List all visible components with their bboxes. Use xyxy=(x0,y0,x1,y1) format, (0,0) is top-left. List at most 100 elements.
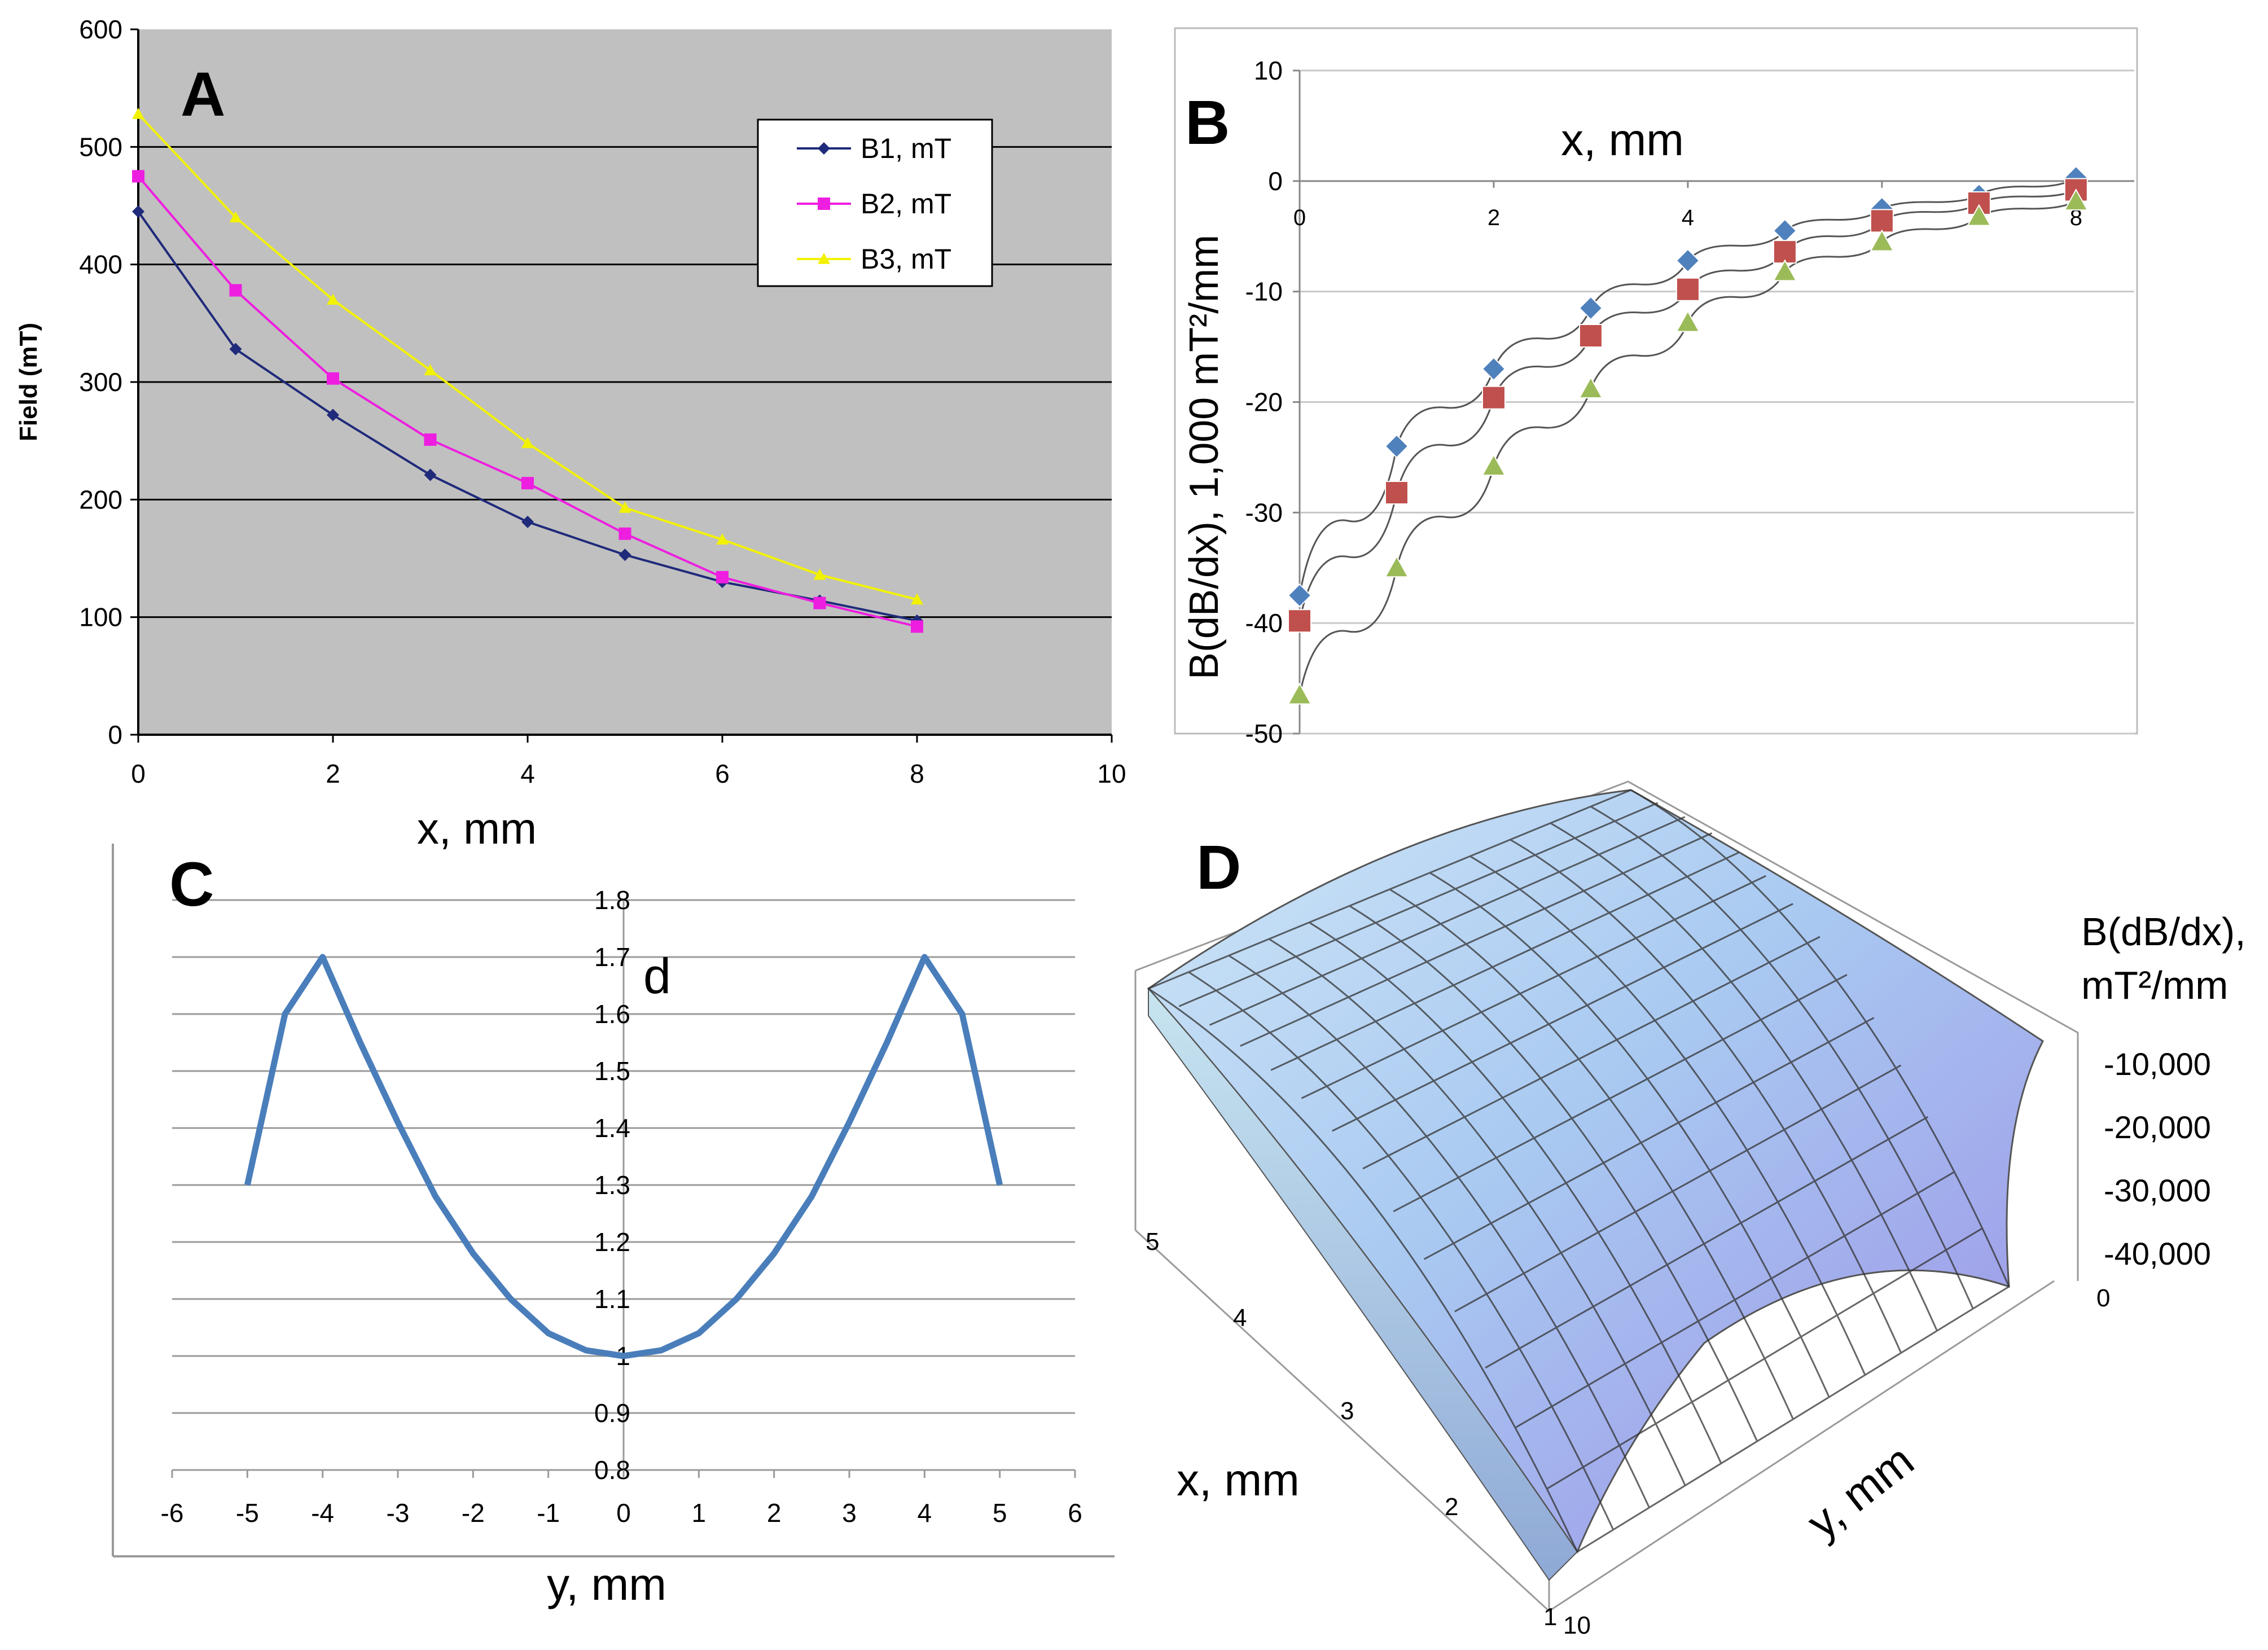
x-tick-label: 2 xyxy=(326,759,340,788)
mesh-line xyxy=(1349,905,1758,1442)
panel-a-legend: B1, mT B2, mT B3, mT xyxy=(757,119,993,287)
mesh-line xyxy=(1188,971,1615,1530)
legend-label: B2, mT xyxy=(861,188,951,220)
x-tick-label: -2 xyxy=(462,1498,485,1528)
data-point xyxy=(1384,555,1409,578)
data-point xyxy=(521,477,534,490)
mesh-line xyxy=(1178,802,1659,1007)
x-tick-label: 4 xyxy=(918,1498,932,1528)
x-tick-label: 0 xyxy=(1293,205,1306,230)
panel-c-x-label: y, mm xyxy=(547,1559,666,1609)
y-tick-label: 10 xyxy=(1254,56,1283,85)
data-point xyxy=(1481,385,1506,410)
panel-d-y-tick-10: 10 xyxy=(1563,1612,1591,1639)
mesh-line xyxy=(1240,832,1713,1047)
x-tick-label: 0 xyxy=(131,759,146,788)
mesh-line xyxy=(1268,938,1686,1486)
mesh-line xyxy=(1485,1116,1929,1369)
y-tick-label: 0.9 xyxy=(594,1398,630,1428)
panel-c-label: C xyxy=(169,850,214,919)
panel-d-x-label: x, mm xyxy=(1177,1455,1300,1505)
y-tick-label: -40 xyxy=(1245,608,1283,638)
x-tick-label: 6 xyxy=(715,759,730,788)
mesh-line xyxy=(1546,1227,1982,1490)
data-point xyxy=(911,620,923,633)
panel-c: 0.8 0.9 1 1.1 1.2 1.3 1.4 1.5 1.6 1.7 1.8 -6 -5 -4 -3 -… xyxy=(112,844,1115,1609)
y-tick-label: 600 xyxy=(79,15,122,44)
x-tick-label: 6 xyxy=(1068,1498,1082,1528)
panel-d-z-label-line2: mT²/mm xyxy=(2081,963,2228,1007)
x-tick-label: 1 xyxy=(692,1498,707,1528)
data-point xyxy=(229,284,242,297)
data-point xyxy=(424,468,437,481)
mesh-line xyxy=(1577,1285,2010,1553)
mesh-line xyxy=(1332,903,1793,1132)
panel-a-x-label: x, mm xyxy=(417,804,537,853)
y-tick-label: 0 xyxy=(108,720,122,749)
data-point xyxy=(1870,229,1894,252)
data-point xyxy=(813,568,826,580)
data-point xyxy=(229,211,242,223)
data-point xyxy=(132,170,144,183)
mesh-line xyxy=(1209,816,1686,1026)
data-point xyxy=(327,372,339,385)
data-point xyxy=(1578,324,1603,348)
x-tick-label: 8 xyxy=(2070,205,2082,230)
data-point xyxy=(911,593,923,605)
mesh-line xyxy=(1454,1064,1902,1313)
legend-marker xyxy=(818,142,830,155)
mesh-line xyxy=(1515,1170,1956,1428)
data-point xyxy=(521,437,534,449)
data-point xyxy=(132,205,144,218)
mesh-line xyxy=(1469,855,1866,1376)
panel-d-z-label-line1: B(dB/dx), xyxy=(2081,910,2246,954)
trend-curve-1 xyxy=(1298,177,2077,596)
mesh-line xyxy=(1228,955,1650,1508)
y-tick-label: 200 xyxy=(79,485,122,514)
panel-d: D B(dB/dx), mT²/mm -10,000 -20,000 -30,000… xyxy=(1134,780,2246,1639)
data-point xyxy=(1870,209,1894,233)
y-tick-label: 1.3 xyxy=(594,1170,630,1200)
y-tick-label: 500 xyxy=(79,132,122,161)
z-tick-label: -30,000 xyxy=(2104,1173,2211,1208)
data-point xyxy=(1773,218,1797,243)
mesh-line xyxy=(1429,872,1830,1398)
data-point xyxy=(1578,376,1603,398)
mesh-line xyxy=(1393,974,1848,1213)
x-tick-label: 3 xyxy=(1340,1397,1354,1425)
panel-b-x-label: x, mm xyxy=(1561,115,1684,165)
mesh-line xyxy=(1590,806,1974,1309)
mesh-line xyxy=(1362,936,1820,1170)
data-point xyxy=(618,527,631,540)
x-tick-label: 4 xyxy=(520,759,535,788)
x-tick-label: 4 xyxy=(1233,1304,1247,1332)
y-tick-label: 1.5 xyxy=(594,1056,630,1086)
panel-b-y-label: B(dB/dx), 1,000 mT²/mm xyxy=(1182,235,1227,679)
data-point xyxy=(716,571,729,583)
panel-b: 100-10-20-30-40-5002468 B x, mm B(dB/dx)… xyxy=(1174,27,2138,748)
y-tick-label: 1.7 xyxy=(594,942,630,972)
mesh-line xyxy=(1389,888,1794,1420)
data-point xyxy=(2064,188,2089,211)
data-point xyxy=(1578,296,1603,321)
x-tick-label: 2 xyxy=(1488,205,1500,230)
y-tick-label: 0.8 xyxy=(594,1455,630,1485)
panel-a: 0 100 200 300 400 500 600 0 2 4 6 8 10 A x, mm Field… xyxy=(15,15,1126,853)
data-point xyxy=(424,364,437,375)
x-tick-label: -5 xyxy=(236,1498,259,1528)
x-tick-label: 1 xyxy=(1543,1603,1557,1631)
data-point xyxy=(1675,248,1700,273)
z-tick-label: -40,000 xyxy=(2104,1236,2211,1271)
y-tick-label: -30 xyxy=(1245,498,1283,527)
z-tick-label: -20,000 xyxy=(2104,1109,2211,1145)
data-point xyxy=(1287,682,1312,705)
z-tick-label: -10,000 xyxy=(2104,1046,2211,1082)
panel-b-label: B xyxy=(1185,88,1230,157)
trend-curve-3 xyxy=(1298,200,2077,695)
data-point xyxy=(716,533,729,545)
data-point xyxy=(1967,204,1991,226)
legend-label: B1, mT xyxy=(861,133,951,164)
panel-c-curve xyxy=(244,954,1003,1359)
surface-mesh xyxy=(1148,789,2010,1553)
